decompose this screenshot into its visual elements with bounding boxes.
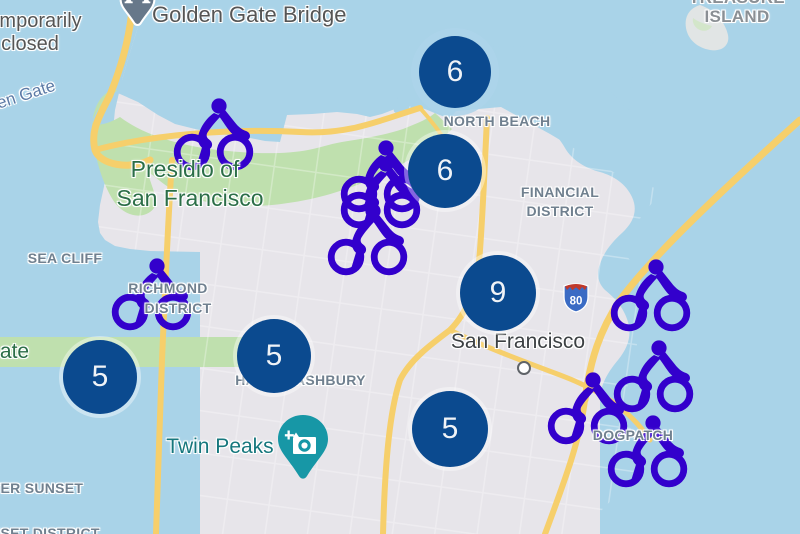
svg-text:80: 80	[570, 296, 583, 308]
